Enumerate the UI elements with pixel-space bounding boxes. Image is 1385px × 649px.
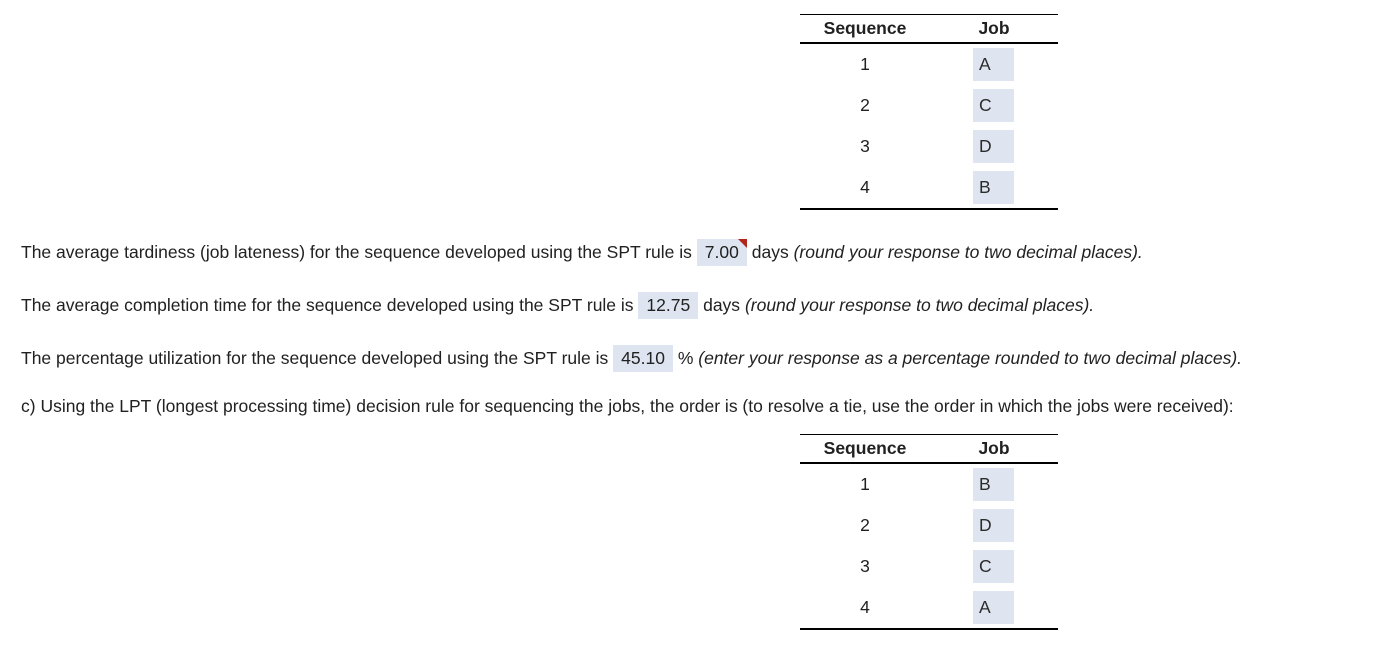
table-row: 4 A [800,587,1058,628]
sequence-number: 1 [860,54,870,74]
sequence-number: 2 [860,515,870,535]
sequence-number: 1 [860,474,870,494]
unit-label: % [677,348,694,368]
table-bottom-border [800,628,1058,630]
part-c-prompt: c) Using the LPT (longest processing tim… [21,396,1234,416]
spt-job-input-1[interactable]: A [973,48,1014,81]
completion-time-answer-input[interactable]: 12.75 [638,292,699,319]
lpt-job-input-4[interactable]: A [973,591,1014,624]
sequence-number: 4 [860,177,870,197]
answer-value: 12.75 [646,295,691,315]
sequence-number: 4 [860,597,870,617]
spt-job-input-3[interactable]: D [973,130,1014,163]
statement-text: The percentage utilization for the seque… [21,348,609,368]
lpt-job-input-2[interactable]: D [973,509,1014,542]
statement-average-tardiness: The average tardiness (job lateness) for… [21,238,1143,266]
statement-text: The average completion time for the sequ… [21,295,634,315]
table-header-row: Sequence Job [800,14,1058,44]
sequence-column-header: Sequence [823,18,907,38]
table-row: 1 B [800,464,1058,505]
table-row: 3 D [800,126,1058,167]
statement-percentage-utilization: The percentage utilization for the seque… [21,344,1242,372]
statement-average-completion-time: The average completion time for the sequ… [21,291,1094,319]
sequence-number: 3 [860,556,870,576]
table-row: 2 D [800,505,1058,546]
job-column-header: Job [978,438,1010,458]
sequence-number: 3 [860,136,870,156]
table-row: 2 C [800,85,1058,126]
incorrect-flag-icon [737,239,747,248]
instruction-note: (enter your response as a percentage rou… [698,348,1243,368]
table-row: 1 A [800,44,1058,85]
table-row: 3 C [800,546,1058,587]
sequence-column-header: Sequence [823,438,907,458]
unit-label: days [751,242,789,262]
statement-text: The average tardiness (job lateness) for… [21,242,692,262]
spt-job-input-2[interactable]: C [973,89,1014,122]
spt-job-input-4[interactable]: B [973,171,1014,204]
table-row: 4 B [800,167,1058,208]
sequence-number: 2 [860,95,870,115]
answer-value: 7.00 [704,242,739,262]
spt-sequence-table: Sequence Job 1 A 2 C 3 D 4 B [800,14,1058,210]
unit-label: days [703,295,741,315]
tardiness-answer-input[interactable]: 7.00 [696,239,747,266]
utilization-answer-input[interactable]: 45.10 [613,345,673,372]
table-header-row: Sequence Job [800,434,1058,464]
lpt-sequence-table: Sequence Job 1 B 2 D 3 C 4 A [800,434,1058,630]
answer-value: 45.10 [621,348,665,368]
instruction-note: (round your response to two decimal plac… [793,242,1143,262]
table-bottom-border [800,208,1058,210]
job-column-header: Job [978,18,1010,38]
instruction-note: (round your response to two decimal plac… [744,295,1095,315]
lpt-job-input-3[interactable]: C [973,550,1014,583]
lpt-job-input-1[interactable]: B [973,468,1014,501]
